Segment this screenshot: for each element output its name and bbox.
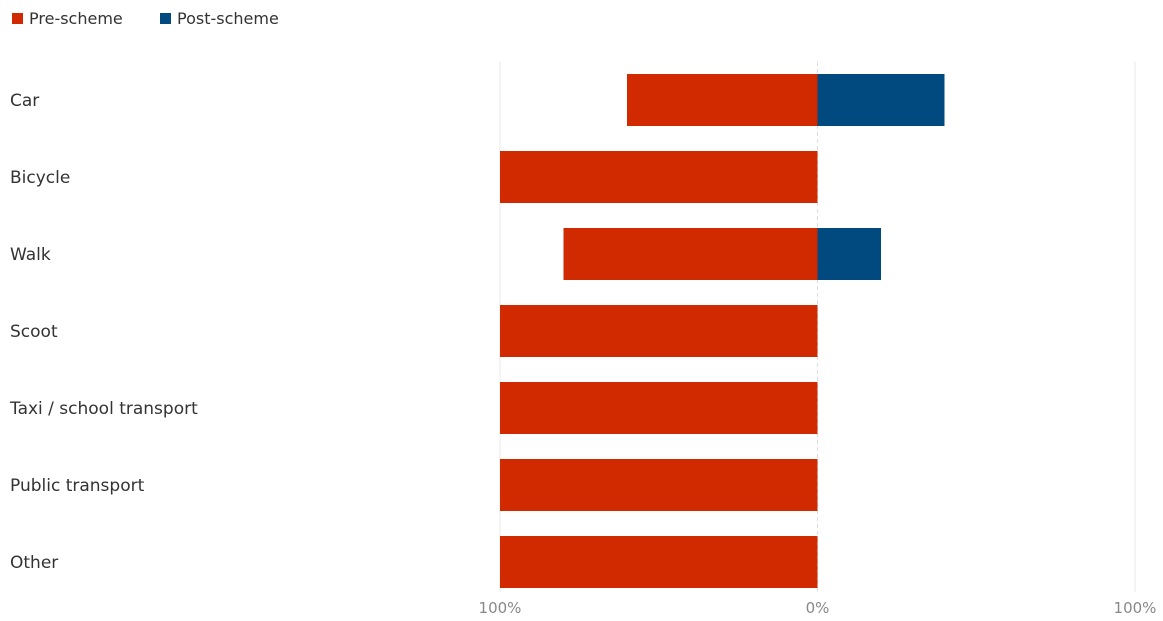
legend: Pre-scheme Post-scheme (12, 9, 279, 28)
x-axis-ticks: 100% 0% 100% (479, 599, 1157, 617)
category-label-walk: Walk (10, 245, 51, 265)
category-label-other: Other (10, 553, 58, 573)
bars (500, 74, 945, 588)
bar-pre-scheme-taxi-school-transport[interactable] (500, 382, 818, 434)
bar-post-scheme-car[interactable] (817, 74, 945, 126)
bar-pre-scheme-bicycle[interactable] (500, 151, 818, 203)
category-label-public-transport: Public transport (10, 476, 145, 496)
bar-pre-scheme-scoot[interactable] (500, 305, 818, 357)
bar-pre-scheme-other[interactable] (500, 536, 818, 588)
category-label-scoot: Scoot (10, 322, 58, 342)
legend-label-pre-scheme: Pre-scheme (29, 9, 123, 28)
category-label-car: Car (10, 91, 39, 111)
bar-post-scheme-walk[interactable] (817, 228, 882, 280)
bar-pre-scheme-car[interactable] (627, 74, 818, 126)
legend-swatch-post-scheme (160, 13, 171, 24)
legend-swatch-pre-scheme (12, 13, 23, 24)
legend-label-post-scheme: Post-scheme (177, 9, 279, 28)
x-tick-label-0: 100% (479, 599, 522, 617)
category-labels: Car Bicycle Walk Scoot Taxi / school transpo… (9, 91, 198, 573)
bar-pre-scheme-walk[interactable] (563, 228, 818, 280)
x-tick-label-2: 100% (1114, 599, 1157, 617)
bar-pre-scheme-public-transport[interactable] (500, 459, 818, 511)
category-label-bicycle: Bicycle (10, 168, 70, 188)
x-tick-label-1: 0% (806, 599, 830, 617)
category-label-taxi-school-transport: Taxi / school transport (9, 399, 198, 419)
